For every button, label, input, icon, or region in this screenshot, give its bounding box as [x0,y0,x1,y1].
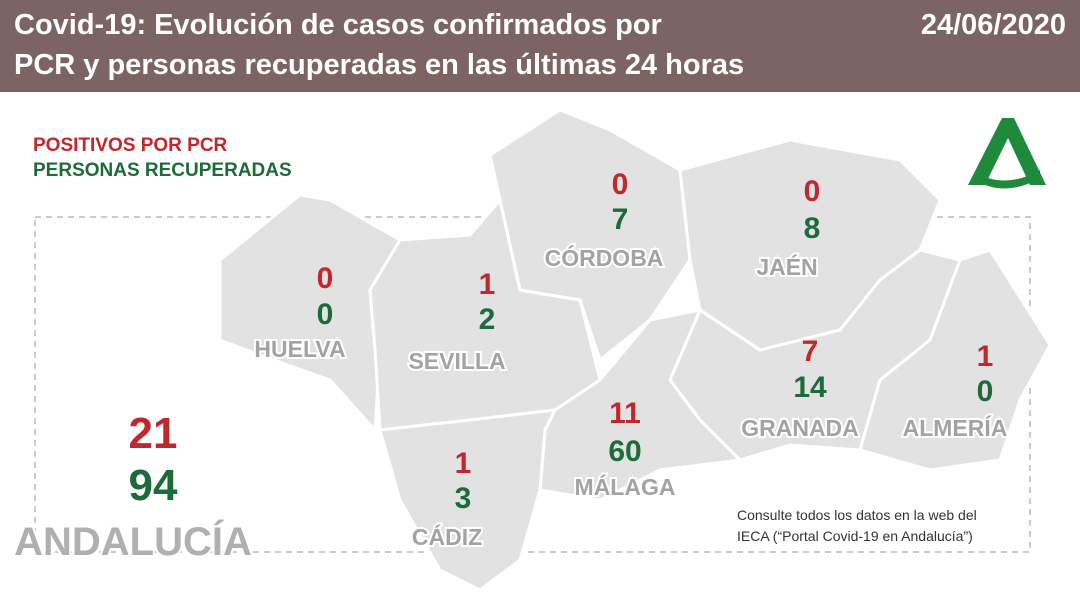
footnote: Consulte todos los datos en la web del [737,507,977,523]
province-name: ALMERÍA [903,414,1008,441]
province-name: HUELVA [254,336,345,362]
title-line: PCR y personas recuperadas en las última… [14,49,744,81]
province-name: GRANADA [741,415,859,441]
logo [968,118,1046,189]
date: 24/06/2020 [921,9,1066,41]
total-name: ANDALUCÍA [14,519,252,564]
header-band [0,0,1080,92]
province-positives: 0 [612,168,629,201]
province-positives: 0 [804,175,821,208]
province-recovered: 60 [608,435,641,468]
legend-recovered: PERSONAS RECUPERADAS [33,160,292,181]
province-positives: 1 [977,340,994,373]
footnote: IECA (“Portal Covid-19 en Andalucía”) [737,528,973,544]
province-recovered: 0 [317,298,334,331]
province-shape [378,408,558,592]
province-name: CÓRDOBA [545,244,664,271]
title-line: Covid-19: Evolución de casos confirmados… [14,9,662,41]
province-recovered: 3 [455,482,472,515]
province-positives: 11 [609,397,641,430]
province-positives: 1 [455,447,472,480]
province-name: SEVILLA [408,348,505,374]
province-recovered: 8 [804,212,821,245]
map [218,108,1052,592]
province-recovered: 2 [479,303,496,336]
province-shape [858,248,1052,472]
province-recovered: 0 [977,375,994,408]
province-name: CÁDIZ [412,523,482,550]
province-recovered: 7 [612,203,629,236]
province-positives: 1 [479,268,496,301]
legend-positives: POSITIVOS POR PCR [33,135,228,156]
province-recovered: 14 [793,371,827,404]
province-name: JAÉN [756,253,817,280]
province-positives: 0 [317,262,334,295]
total-recovered: 94 [129,461,178,510]
province-name: MÁLAGA [575,473,676,500]
province-positives: 7 [802,335,819,368]
total-positives: 21 [129,409,178,458]
